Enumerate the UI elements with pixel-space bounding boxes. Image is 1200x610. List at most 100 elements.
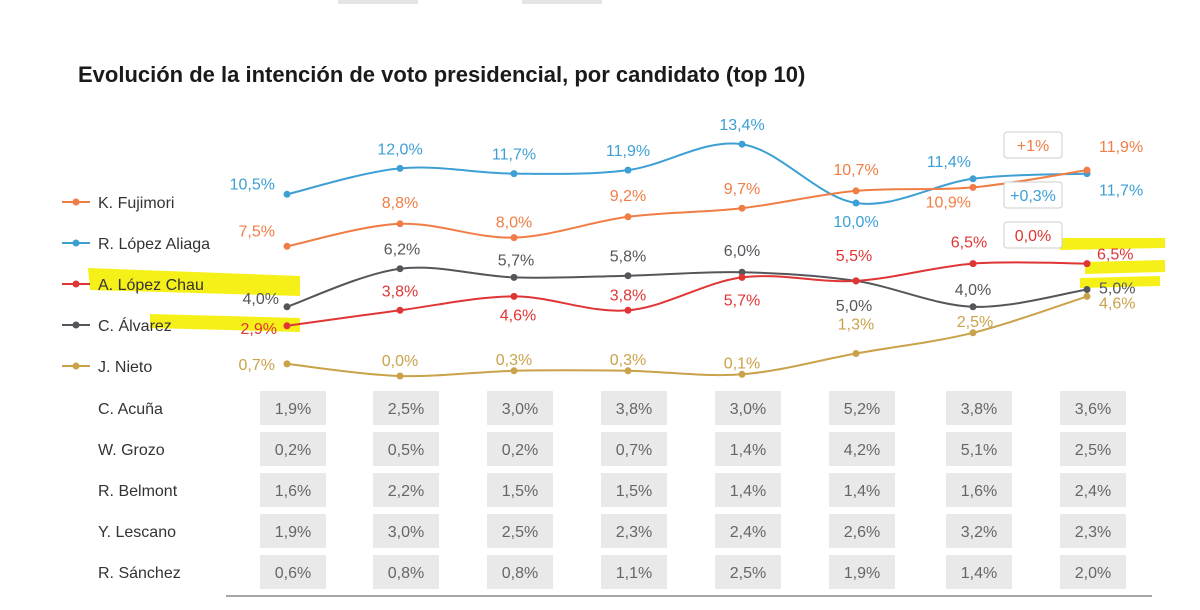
table-cell-r-belmont-1: 2,2% (388, 483, 424, 500)
legend-marker-r-l-pez-aliaga (72, 239, 80, 247)
table-cell-bg-y-lescano-6 (946, 514, 1012, 548)
highlight-legend-lopez-chau (88, 268, 300, 296)
table-cell-bg-c-acu-a-1 (373, 391, 439, 425)
point-a-l-pez-chau-0 (283, 322, 291, 330)
table-cell-r-belmont-7: 2,4% (1075, 483, 1111, 500)
series-line-r-l-pez-aliaga (286, 142, 1088, 205)
data-label-r-l-pez-aliaga-1: 12,0% (377, 141, 422, 158)
table-cell-bg-r-s-nchez-5 (829, 555, 895, 589)
table-cell-r-belmont-6: 1,6% (961, 483, 997, 500)
table-cell-bg-c-acu-a-6 (946, 391, 1012, 425)
table-cell-bg-c-acu-a-3 (601, 391, 667, 425)
data-label-c-lvarez-5: 5,0% (836, 298, 872, 315)
point-k-fujimori-4 (738, 204, 746, 212)
data-label-c-lvarez-3: 5,8% (610, 249, 646, 266)
table-cell-r-belmont-5: 1,4% (844, 483, 880, 500)
data-label-a-l-pez-chau-1: 3,8% (382, 283, 418, 300)
table-cell-r-s-nchez-7: 2,0% (1075, 565, 1111, 582)
table-cell-r-s-nchez-2: 0,8% (502, 565, 538, 582)
table-cell-r-belmont-0: 1,6% (275, 483, 311, 500)
data-label-r-l-pez-aliaga-0: 10,5% (230, 176, 275, 193)
data-label-a-l-pez-chau-2: 4,6% (500, 307, 536, 324)
data-label-k-fujimori-6: 10,9% (926, 194, 971, 211)
table-cell-y-lescano-2: 2,5% (502, 524, 538, 541)
point-j-nieto-4 (738, 370, 746, 378)
point-c-lvarez-6 (969, 303, 977, 311)
legend-label-a-l-pez-chau: A. López Chau (98, 277, 204, 294)
highlight-end-2 (1085, 260, 1165, 274)
table-cell-w-grozo-3: 0,7% (616, 442, 652, 459)
point-r-l-pez-aliaga-1 (396, 164, 404, 172)
chart-title: Evolución de la intención de voto presid… (78, 62, 805, 87)
point-k-fujimori-7 (1083, 166, 1091, 174)
point-k-fujimori-5 (852, 187, 860, 195)
table-row-label-w-grozo: W. Grozo (98, 442, 165, 459)
table-cell-c-acu-a-2: 3,0% (502, 401, 538, 418)
point-c-lvarez-4 (738, 268, 746, 276)
point-a-l-pez-chau-1 (396, 306, 404, 314)
point-j-nieto-0 (283, 360, 291, 368)
table-cell-bg-c-acu-a-5 (829, 391, 895, 425)
legend-label-c-lvarez: C. Álvarez (98, 316, 172, 335)
series-line-k-fujimori (286, 169, 1088, 248)
table-cell-bg-r-s-nchez-7 (1060, 555, 1126, 589)
point-j-nieto-1 (396, 372, 404, 380)
table-cell-w-grozo-7: 2,5% (1075, 442, 1111, 459)
table-cell-c-acu-a-1: 2,5% (388, 401, 424, 418)
data-label-k-fujimori-0: 7,5% (239, 223, 275, 240)
point-a-l-pez-chau-4 (738, 273, 746, 281)
table-cell-y-lescano-1: 3,0% (388, 524, 424, 541)
table-cell-bg-y-lescano-4 (715, 514, 781, 548)
data-label-c-lvarez-2: 5,7% (498, 252, 534, 269)
table-cell-y-lescano-4: 2,4% (730, 524, 766, 541)
data-label-r-l-pez-aliaga-2: 11,7% (492, 147, 536, 164)
data-label-k-fujimori-1: 8,8% (382, 195, 418, 212)
table-cell-bg-w-grozo-3 (601, 432, 667, 466)
table-cell-c-acu-a-5: 5,2% (844, 401, 880, 418)
table-cell-c-acu-a-4: 3,0% (730, 401, 766, 418)
table-row-label-c-acu-a: C. Acuña (98, 401, 163, 418)
point-a-l-pez-chau-5 (852, 277, 860, 285)
table-cell-bg-r-s-nchez-1 (373, 555, 439, 589)
data-label-j-nieto-0: 0,7% (239, 357, 275, 374)
table-cell-bg-y-lescano-1 (373, 514, 439, 548)
point-k-fujimori-1 (396, 220, 404, 228)
table-cell-r-s-nchez-6: 1,4% (961, 565, 997, 582)
table-cell-r-s-nchez-4: 2,5% (730, 565, 766, 582)
table-cell-w-grozo-2: 0,2% (502, 442, 538, 459)
table-cell-bg-c-acu-a-2 (487, 391, 553, 425)
table-cell-bg-y-lescano-2 (487, 514, 553, 548)
data-label-c-lvarez-7: 5,0% (1099, 281, 1135, 298)
point-k-fujimori-2 (510, 234, 518, 242)
point-r-l-pez-aliaga-3 (624, 166, 632, 174)
point-k-fujimori-6 (969, 183, 977, 191)
top-tab-left (338, 0, 418, 4)
difference-box-k-fujimori (1003, 131, 1063, 159)
table-cell-bg-r-s-nchez-3 (601, 555, 667, 589)
table-cell-bg-r-belmont-7 (1060, 473, 1126, 507)
table-row-label-y-lescano: Y. Lescano (98, 524, 176, 541)
table-cell-bg-y-lescano-5 (829, 514, 895, 548)
point-a-l-pez-chau-3 (624, 306, 632, 314)
point-c-lvarez-2 (510, 273, 518, 281)
data-label-j-nieto-3: 0,3% (610, 352, 646, 369)
data-label-a-l-pez-chau-6: 6,5% (951, 235, 987, 252)
table-cell-w-grozo-5: 4,2% (844, 442, 880, 459)
table-cell-y-lescano-0: 1,9% (275, 524, 311, 541)
table-cell-bg-c-acu-a-4 (715, 391, 781, 425)
series-line-a-l-pez-chau (286, 261, 1088, 327)
table-cell-c-acu-a-7: 3,6% (1075, 401, 1111, 418)
table-row-label-r-belmont: R. Belmont (98, 483, 178, 500)
table-cell-y-lescano-7: 2,3% (1075, 524, 1111, 541)
table-row-label-r-s-nchez: R. Sánchez (98, 565, 181, 582)
table-cell-y-lescano-6: 3,2% (961, 524, 997, 541)
point-j-nieto-3 (624, 367, 632, 375)
point-a-l-pez-chau-2 (510, 292, 518, 300)
legend-marker-k-fujimori (72, 198, 80, 206)
point-j-nieto-6 (969, 329, 977, 337)
series-line-j-nieto (286, 295, 1088, 378)
legend-marker-c-lvarez (72, 321, 80, 329)
legend-label-r-l-pez-aliaga: R. López Aliaga (98, 236, 210, 253)
